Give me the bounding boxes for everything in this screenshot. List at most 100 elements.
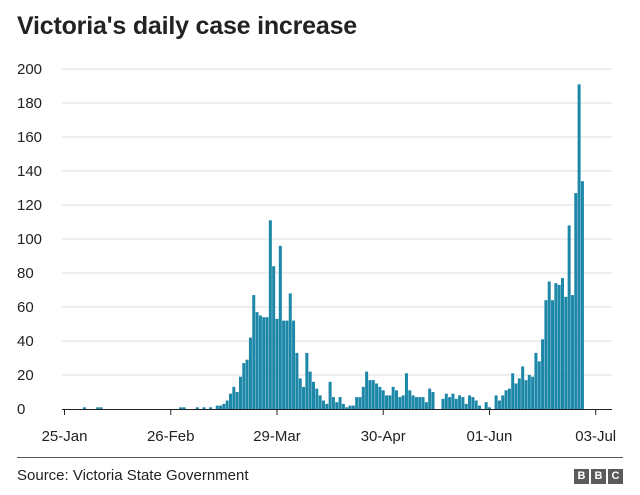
- bar: [302, 386, 306, 409]
- bar: [361, 386, 365, 409]
- bar: [507, 388, 511, 409]
- y-tick-label: 20: [17, 367, 34, 384]
- bar: [534, 352, 538, 409]
- bar: [82, 407, 86, 409]
- x-tick-label: 25-Jan: [42, 428, 88, 445]
- bar: [351, 405, 355, 409]
- bar: [464, 403, 468, 409]
- bar: [235, 392, 239, 409]
- bar: [504, 390, 508, 409]
- y-tick-label: 120: [17, 197, 42, 214]
- bar: [517, 378, 521, 409]
- bar: [248, 337, 252, 409]
- bar: [375, 383, 379, 409]
- y-axis-tick-labels: 0 20 40 60 80 100 120 140 160 180 200: [17, 61, 42, 418]
- bar: [404, 373, 408, 409]
- bar: [328, 381, 332, 409]
- x-tick-label: 29-Mar: [253, 428, 301, 445]
- bar: [431, 392, 435, 409]
- chart-title: Victoria's daily case increase: [17, 12, 357, 40]
- bar: [258, 315, 262, 409]
- bar: [312, 381, 315, 409]
- bar: [345, 407, 349, 409]
- bar: [298, 378, 302, 409]
- bar: [574, 193, 578, 409]
- bar: [567, 225, 571, 409]
- bar: [348, 405, 352, 409]
- y-tick-label: 200: [17, 61, 42, 78]
- y-tick-label: 100: [17, 231, 42, 248]
- bar: [484, 402, 488, 409]
- x-tick-label: 30-Apr: [361, 428, 406, 445]
- bar: [365, 371, 369, 409]
- bar: [182, 407, 186, 409]
- bar: [388, 395, 392, 409]
- bar: [265, 317, 269, 409]
- bar: [215, 405, 219, 409]
- bar: [252, 295, 256, 409]
- bar: [272, 266, 276, 409]
- bar: [321, 400, 325, 409]
- bar: [395, 390, 398, 409]
- bar: [385, 395, 389, 409]
- bar: [262, 317, 266, 409]
- bar: [232, 386, 236, 409]
- bar: [544, 300, 548, 409]
- bar: [381, 390, 385, 409]
- logo-letter-b2: B: [591, 469, 606, 484]
- bar: [295, 352, 299, 409]
- y-tick-label: 40: [17, 333, 34, 350]
- bar-chart: 0 20 40 60 80 100 120 140 160 180 200 25-Jan 26-Feb…: [17, 61, 616, 445]
- bar: [355, 397, 359, 409]
- source-note: Source: Victoria State Government: [17, 467, 249, 484]
- bar: [471, 397, 475, 409]
- y-tick-label: 80: [17, 265, 34, 282]
- bar: [487, 407, 491, 409]
- bar: [547, 281, 551, 409]
- bar: [315, 388, 319, 409]
- bar: [335, 402, 339, 409]
- bar: [527, 375, 531, 409]
- bar: [358, 397, 362, 409]
- bar: [448, 397, 452, 409]
- bar: [341, 403, 345, 409]
- bar: [554, 283, 558, 409]
- bar: [514, 383, 518, 409]
- bar: [424, 402, 428, 409]
- bar: [292, 320, 296, 409]
- bar: [428, 388, 432, 409]
- gridlines: [62, 68, 612, 376]
- bar: [421, 397, 425, 409]
- bar: [308, 371, 312, 409]
- bar: [179, 407, 183, 409]
- bar: [305, 352, 309, 409]
- bar: [564, 296, 568, 409]
- bar: [229, 393, 232, 409]
- bar: [371, 380, 375, 409]
- bar: [557, 284, 561, 409]
- x-axis-ticks: 25-Jan 26-Feb 29-Mar 30-Apr 01-Jun 03-Jul: [42, 409, 616, 445]
- bar: [275, 318, 279, 409]
- bar: [238, 376, 242, 409]
- y-tick-label: 140: [17, 163, 42, 180]
- y-tick-label: 160: [17, 129, 42, 146]
- bar: [282, 320, 286, 409]
- logo-letter-b1: B: [574, 469, 589, 484]
- bar: [478, 405, 481, 409]
- y-tick-label: 0: [17, 401, 25, 418]
- bar: [209, 407, 213, 409]
- bar: [318, 395, 322, 409]
- bar: [580, 181, 584, 409]
- bar: [219, 405, 223, 409]
- bar: [474, 400, 478, 409]
- bar: [331, 397, 335, 409]
- bbc-logo: B B C: [574, 469, 623, 484]
- bar: [391, 386, 395, 409]
- bar: [288, 293, 292, 409]
- bar: [524, 380, 528, 409]
- bar: [561, 278, 564, 409]
- bar: [202, 407, 206, 409]
- bar: [195, 407, 199, 409]
- bar: [99, 407, 103, 409]
- y-tick-label: 60: [17, 299, 34, 316]
